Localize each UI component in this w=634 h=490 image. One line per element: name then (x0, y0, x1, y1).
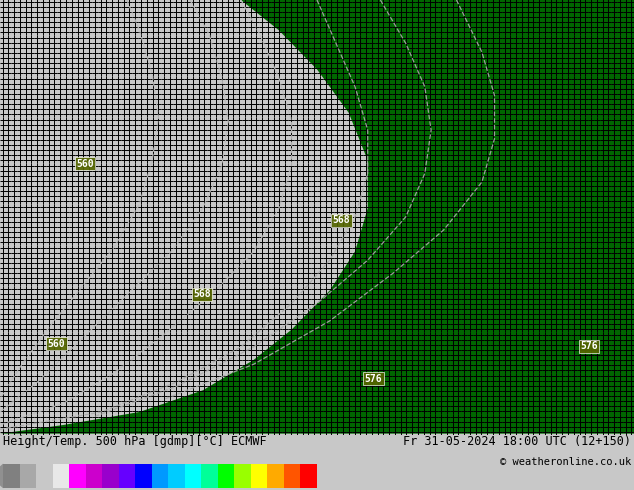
Bar (251, 464, 268, 489)
Text: 560: 560 (48, 339, 65, 349)
Bar (185, 464, 202, 489)
Polygon shape (0, 464, 3, 489)
Text: 568: 568 (193, 289, 211, 299)
Bar (235, 464, 251, 489)
Bar (218, 464, 235, 489)
Text: Fr 31-05-2024 18:00 UTC (12+150): Fr 31-05-2024 18:00 UTC (12+150) (403, 435, 631, 448)
Text: 568: 568 (333, 215, 351, 225)
Bar (3, 464, 20, 489)
Bar (284, 464, 301, 489)
Bar (268, 464, 284, 489)
Bar (36, 464, 53, 489)
Text: 576: 576 (580, 341, 598, 351)
Polygon shape (0, 0, 634, 434)
Bar (169, 464, 185, 489)
Text: © weatheronline.co.uk: © weatheronline.co.uk (500, 457, 631, 467)
Bar (102, 464, 119, 489)
Bar (119, 464, 135, 489)
Bar (202, 464, 218, 489)
Bar (53, 464, 69, 489)
Bar (301, 464, 317, 489)
Text: Height/Temp. 500 hPa [gdmp][°C] ECMWF: Height/Temp. 500 hPa [gdmp][°C] ECMWF (3, 435, 267, 448)
Bar (69, 464, 86, 489)
Bar (152, 464, 169, 489)
Text: 560: 560 (76, 159, 94, 169)
Bar (135, 464, 152, 489)
Text: 576: 576 (365, 373, 382, 384)
Bar (86, 464, 102, 489)
Bar (20, 464, 36, 489)
